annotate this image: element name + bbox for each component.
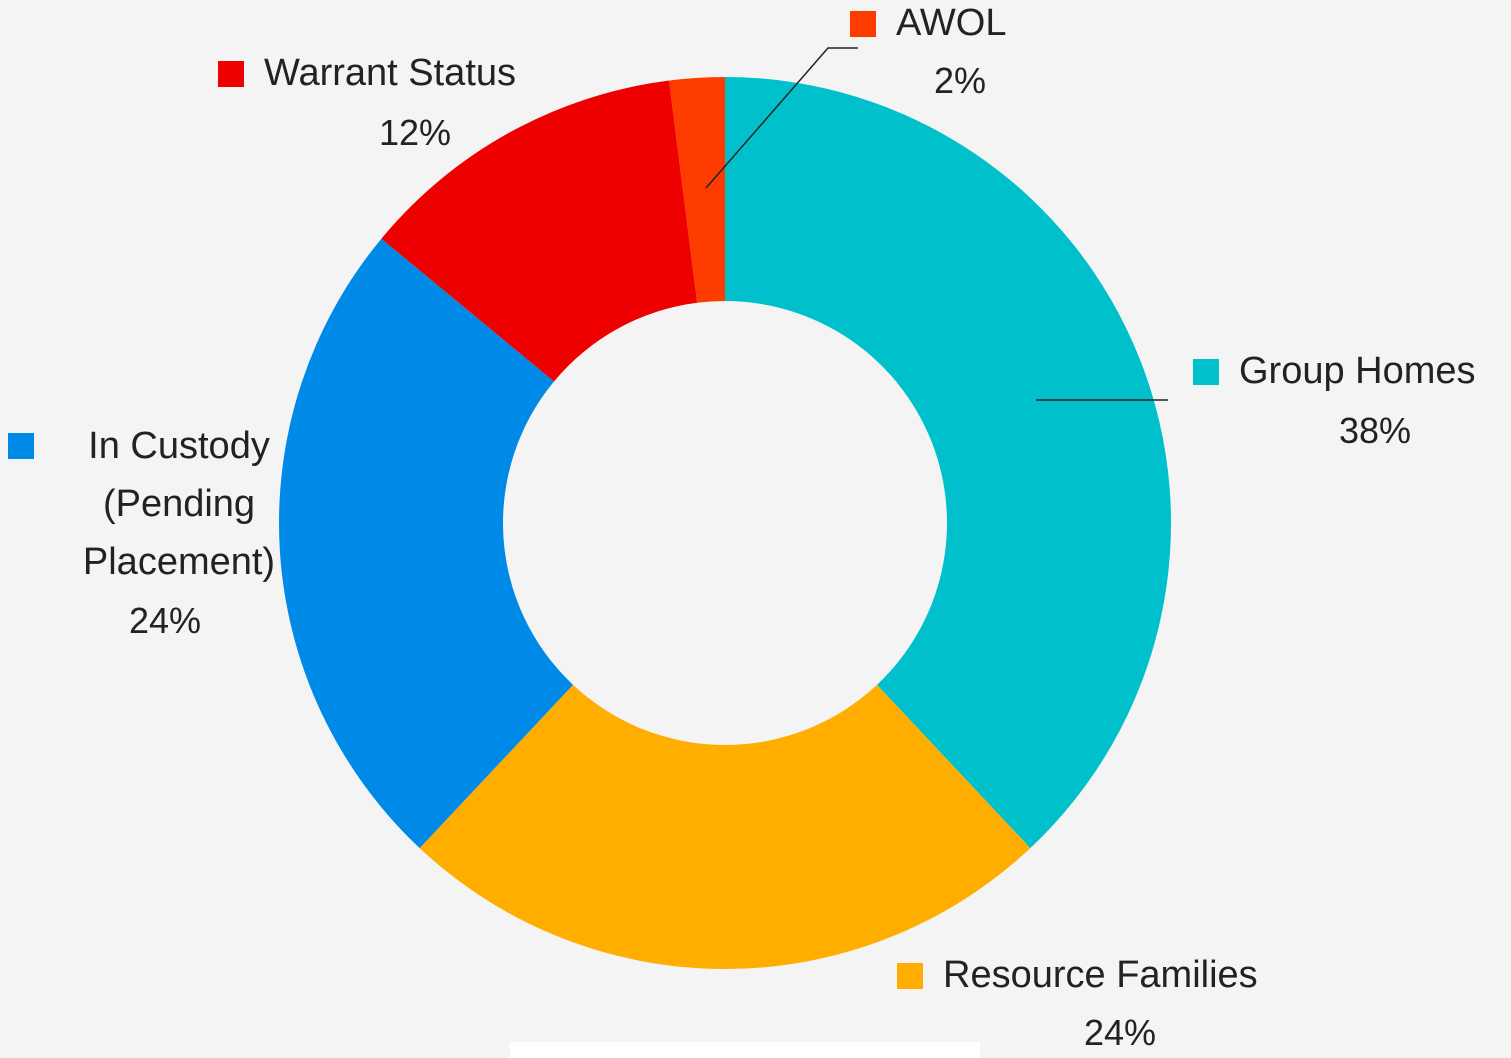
donut (278, 77, 1171, 969)
legend-entry: In Custody (Pending Placement) (8, 417, 304, 591)
donut-slice (278, 238, 574, 849)
legend-label: AWOL (896, 2, 1007, 44)
legend-label: In Custody (Pending Placement) (82, 425, 276, 583)
donut-slice (725, 77, 1171, 849)
data-label: 38% (1338, 410, 1412, 451)
legend-swatch (897, 963, 923, 989)
legend-entry: AWOL (850, 0, 1007, 52)
legend-swatch (8, 433, 34, 459)
legend-label: Resource Families (943, 954, 1258, 996)
legend-swatch (218, 61, 244, 87)
legend-label: Warrant Status (264, 52, 517, 94)
legend-entry: Group Homes (1193, 342, 1476, 400)
footer-box (510, 1042, 980, 1058)
data-label: 24% (128, 600, 202, 641)
donut-slice (381, 80, 698, 382)
legend-entry: Resource Families (897, 946, 1258, 1004)
legend-entry: Warrant Status (218, 44, 516, 102)
legend-label: Group Homes (1239, 350, 1476, 392)
donut-slice (669, 77, 725, 303)
data-label: 24% (1083, 1012, 1157, 1053)
data-label: 12% (378, 112, 452, 153)
donut-slice (419, 684, 1031, 969)
data-label: 2% (933, 60, 987, 101)
legend-swatch (850, 11, 876, 37)
leader-line (705, 47, 858, 189)
legend-swatch (1193, 359, 1219, 385)
